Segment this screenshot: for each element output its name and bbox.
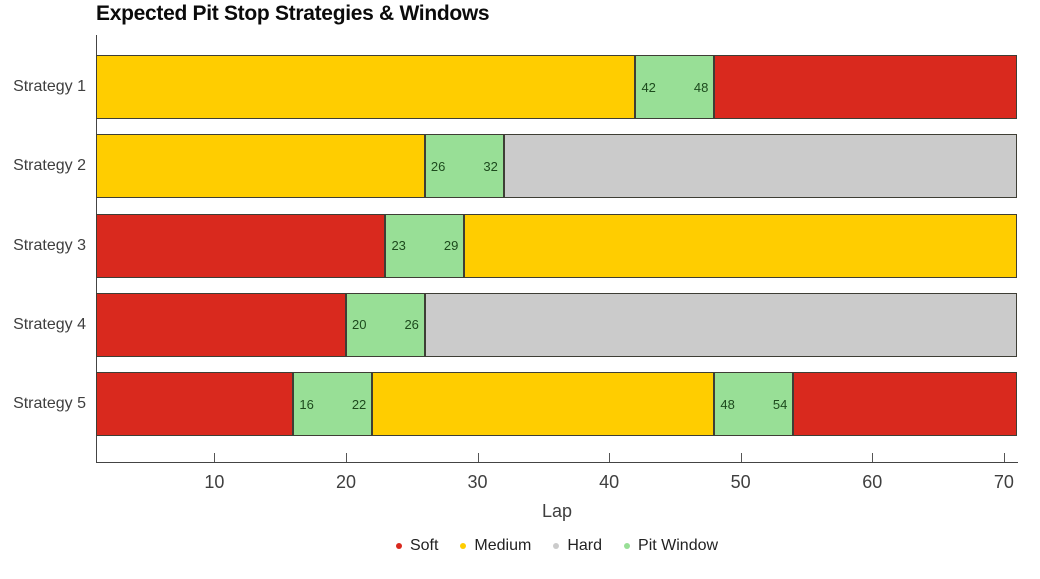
pit-window-start-label: 48 bbox=[720, 396, 735, 412]
x-tick-label: 40 bbox=[599, 472, 620, 492]
x-tick bbox=[214, 453, 216, 462]
legend-marker-dot bbox=[553, 543, 560, 549]
legend: Soft Medium Hard Pit Window bbox=[96, 537, 1018, 555]
legend-marker-dot bbox=[395, 543, 402, 549]
bar-segment-medium bbox=[372, 372, 715, 436]
x-tick-label: 50 bbox=[730, 472, 751, 492]
legend-item-label: Hard bbox=[567, 537, 603, 554]
bar-segment-soft bbox=[96, 213, 386, 278]
bar-segment-pit-window: 42 48 bbox=[635, 55, 715, 119]
bar-segment-pit-window: 48 54 bbox=[714, 372, 794, 436]
pit-window-start-label: 23 bbox=[391, 238, 406, 253]
strategy-label: Strategy 4 bbox=[13, 315, 86, 333]
x-tick bbox=[1003, 453, 1005, 462]
pit-window-start-label: 26 bbox=[430, 158, 446, 174]
legend-item: Pit Window bbox=[624, 537, 718, 555]
bar-segment-medium bbox=[96, 55, 636, 119]
bar-segment-soft bbox=[714, 55, 1017, 119]
x-tick bbox=[740, 453, 742, 462]
x-tick bbox=[609, 453, 611, 462]
legend-marker-dot bbox=[624, 543, 631, 549]
bar-segment-pit-window: 23 29 bbox=[385, 213, 465, 278]
bar-segment-pit-window: 16 22 bbox=[293, 372, 373, 436]
pit-window-start-label: 42 bbox=[641, 79, 656, 95]
pit-window-start-label: 16 bbox=[299, 396, 314, 412]
x-axis-label: Lap bbox=[541, 501, 573, 521]
x-tick bbox=[872, 453, 874, 462]
x-tick-label: 70 bbox=[993, 472, 1014, 492]
bar-segment-pit-window: 20 26 bbox=[345, 292, 425, 357]
bar-segment-pit-window: 26 32 bbox=[424, 134, 504, 199]
pit-window-start-label: 20 bbox=[351, 317, 367, 333]
pit-window-end-label: 32 bbox=[483, 158, 498, 174]
x-axis-line bbox=[96, 462, 1018, 463]
legend-item: Hard bbox=[553, 537, 602, 555]
bar-segment-soft bbox=[96, 372, 294, 436]
pit-window-end-label: 48 bbox=[693, 79, 709, 95]
x-tick-label: 60 bbox=[862, 472, 883, 492]
legend-item: Medium bbox=[460, 537, 531, 555]
bar-segment-medium bbox=[96, 134, 425, 199]
x-tick-label: 20 bbox=[335, 472, 356, 492]
strategy-label: Strategy 3 bbox=[13, 236, 86, 254]
x-tick-label: 30 bbox=[467, 472, 488, 492]
strategy-label: Strategy 5 bbox=[13, 395, 86, 412]
chart-title: Expected Pit Stop Strategies & Windows bbox=[96, 2, 490, 25]
bar-segment-medium bbox=[464, 213, 1017, 278]
strategy-label: Strategy 2 bbox=[13, 157, 86, 175]
x-tick bbox=[477, 453, 479, 462]
pit-window-end-label: 26 bbox=[404, 317, 419, 333]
bar-segment-hard bbox=[424, 292, 1017, 357]
legend-item-label: Pit Window bbox=[638, 537, 719, 554]
pit-window-end-label: 22 bbox=[351, 396, 367, 412]
legend-item: Soft bbox=[395, 537, 439, 555]
legend-item-label: Medium bbox=[474, 537, 532, 554]
bar-segment-soft bbox=[793, 372, 1017, 436]
x-tick bbox=[345, 453, 347, 462]
pit-window-end-label: 29 bbox=[443, 238, 459, 253]
bar-segment-soft bbox=[96, 292, 346, 357]
legend-marker-dot bbox=[460, 543, 467, 549]
legend-item-label: Soft bbox=[409, 537, 439, 554]
strategy-label: Strategy 1 bbox=[13, 78, 86, 95]
bar-segment-hard bbox=[503, 134, 1017, 199]
pit-window-end-label: 54 bbox=[772, 396, 788, 412]
x-tick-label: 10 bbox=[204, 472, 225, 492]
